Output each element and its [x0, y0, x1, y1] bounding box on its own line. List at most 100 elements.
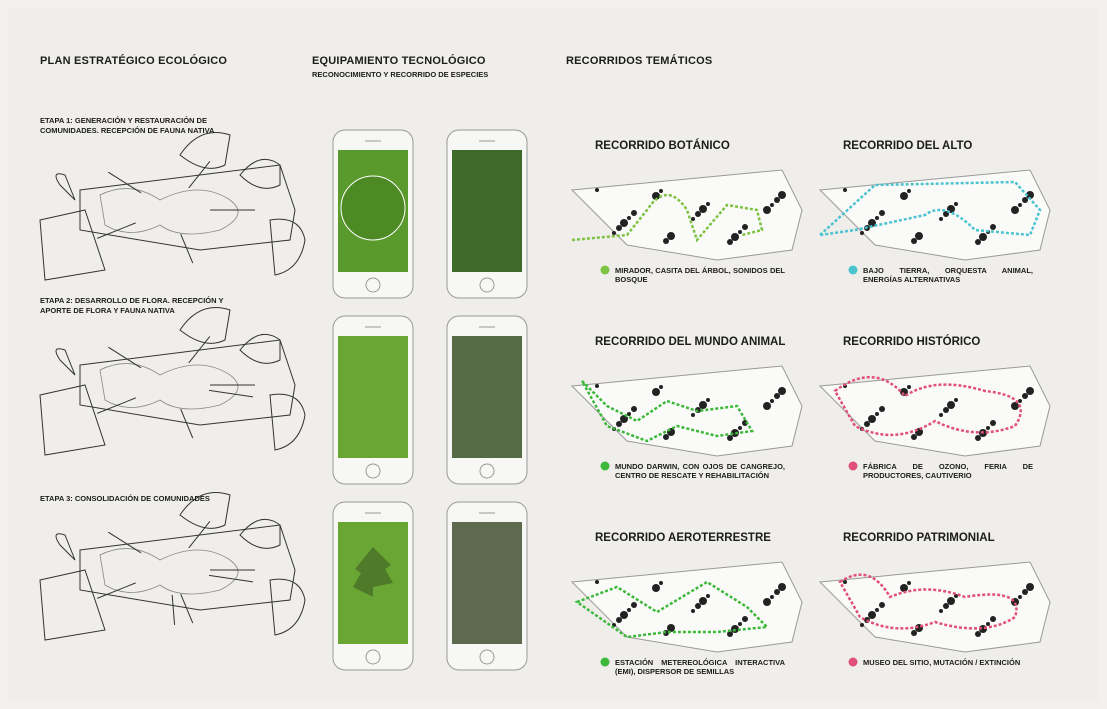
site-element — [990, 224, 996, 230]
site-element — [986, 622, 990, 626]
site-element — [954, 202, 958, 206]
route-legend-dot — [601, 658, 610, 667]
site-element — [699, 401, 707, 409]
site-element — [1018, 595, 1022, 599]
site-element — [860, 623, 864, 627]
routes-title: RECORRIDOS TEMÁTICOS — [566, 55, 712, 67]
site-element — [663, 238, 669, 244]
site-element — [770, 203, 774, 207]
page: PLAN ESTRATÉGICO ECOLÓGICO ETAPA 1: GENE… — [0, 0, 1107, 709]
site-element — [864, 421, 870, 427]
route-description: MIRADOR, CASITA DEL ÁRBOL, SONIDOS DEL B… — [615, 266, 785, 284]
site-element — [706, 202, 710, 206]
site-element — [1022, 197, 1028, 203]
route-name: RECORRIDO DEL MUNDO ANIMAL — [595, 336, 785, 348]
site-element — [770, 399, 774, 403]
site-element — [595, 580, 599, 584]
site-element — [875, 412, 879, 416]
site-element — [939, 217, 943, 221]
sketch-inner — [100, 549, 238, 594]
site-element — [742, 616, 748, 622]
site-element — [943, 407, 949, 413]
phone-screen — [338, 336, 408, 458]
site-element — [691, 609, 695, 613]
site-element — [763, 402, 771, 410]
site-element — [1026, 583, 1034, 591]
route-description: MUSEO DEL SITIO, MUTACIÓN / EXTINCIÓN — [863, 658, 1033, 667]
site-element — [900, 584, 908, 592]
route-name: RECORRIDO HISTÓRICO — [843, 336, 980, 348]
site-element — [652, 388, 660, 396]
route-name: RECORRIDO BOTÁNICO — [595, 140, 730, 152]
site-element — [595, 384, 599, 388]
site-element — [868, 611, 876, 619]
site-element — [659, 189, 663, 193]
site-element — [975, 239, 981, 245]
site-element — [742, 224, 748, 230]
route-description: MUNDO DARWIN, CON OJOS DE CANGREJO, CENT… — [615, 462, 785, 480]
site-element — [595, 188, 599, 192]
site-element — [990, 616, 996, 622]
stage-label: ETAPA 3: CONSOLIDACIÓN DE COMUNIDADES — [40, 494, 255, 504]
site-element — [631, 602, 637, 608]
site-element — [868, 415, 876, 423]
site-element — [911, 434, 917, 440]
site-element — [695, 603, 701, 609]
stage-label: ETAPA 2: DESARROLLO DE FLORA. RECEPCIÓN … — [40, 296, 255, 316]
site-element — [612, 231, 616, 235]
site-element — [990, 420, 996, 426]
site-element — [907, 385, 911, 389]
site-element — [1011, 402, 1019, 410]
route-legend-dot — [849, 658, 858, 667]
phone-screen — [452, 150, 522, 272]
site-element — [631, 406, 637, 412]
site-element — [627, 608, 631, 612]
site-outline — [572, 562, 802, 652]
site-element — [667, 232, 675, 240]
site-element — [879, 406, 885, 412]
site-element — [778, 387, 786, 395]
site-element — [1022, 589, 1028, 595]
site-element — [954, 398, 958, 402]
site-element — [911, 238, 917, 244]
site-element — [947, 597, 955, 605]
site-element — [738, 230, 742, 234]
site-element — [616, 421, 622, 427]
drawings — [0, 0, 1107, 709]
site-outline — [572, 170, 802, 260]
site-element — [1022, 393, 1028, 399]
site-element — [879, 210, 885, 216]
site-element — [706, 398, 710, 402]
site-element — [1026, 387, 1034, 395]
site-element — [943, 603, 949, 609]
site-sketch — [80, 340, 295, 425]
site-element — [627, 216, 631, 220]
tech-subtitle: RECONOCIMIENTO Y RECORRIDO DE ESPECIES — [312, 70, 488, 80]
site-element — [616, 225, 622, 231]
tech-title: EQUIPAMIENTO TECNOLÓGICO — [312, 55, 486, 67]
site-element — [879, 602, 885, 608]
app-logo — [341, 176, 405, 240]
site-element — [875, 216, 879, 220]
site-element — [986, 426, 990, 430]
sketch-inner — [100, 189, 238, 234]
site-element — [691, 413, 695, 417]
site-element — [620, 219, 628, 227]
site-element — [659, 385, 663, 389]
site-element — [695, 211, 701, 217]
site-element — [778, 191, 786, 199]
site-element — [975, 435, 981, 441]
site-element — [860, 231, 864, 235]
site-element — [979, 233, 987, 241]
site-element — [770, 595, 774, 599]
site-element — [975, 631, 981, 637]
site-element — [620, 611, 628, 619]
site-element — [900, 192, 908, 200]
site-element — [778, 583, 786, 591]
site-element — [616, 617, 622, 623]
route-legend-dot — [849, 266, 858, 275]
route-legend-dot — [601, 266, 610, 275]
site-element — [1018, 203, 1022, 207]
site-element — [875, 608, 879, 612]
arrow — [172, 595, 174, 625]
